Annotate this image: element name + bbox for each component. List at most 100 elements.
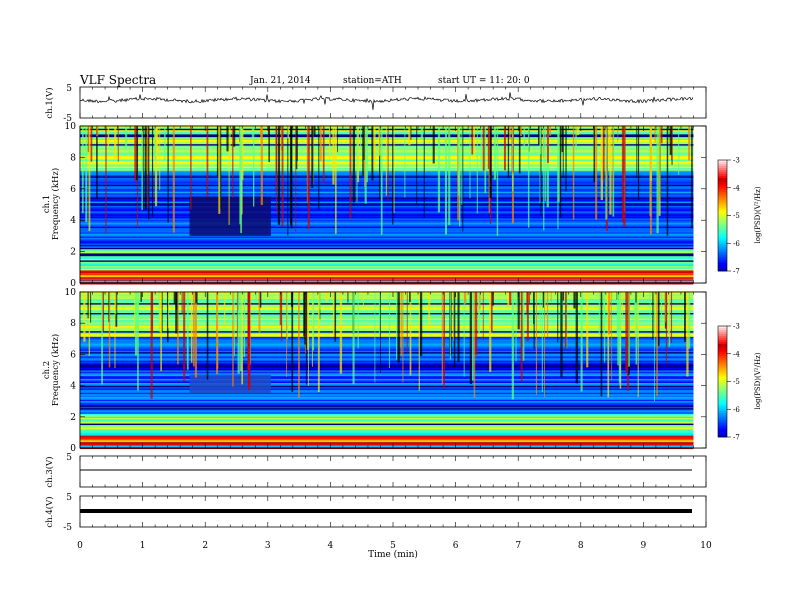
sferic-streak (650, 126, 652, 181)
frequency-row (80, 398, 694, 401)
frequency-row (80, 406, 694, 409)
time-tick-label: 0 (77, 541, 83, 551)
sferic-streak (277, 126, 281, 225)
sferic-streak (511, 292, 514, 400)
frequency-row (80, 307, 694, 310)
frequency-row (80, 352, 694, 354)
sferic-streak (190, 126, 192, 210)
frequency-row (80, 271, 694, 274)
frequency-row (80, 441, 694, 444)
sferic-streak (507, 292, 510, 307)
sferic-streak (206, 292, 209, 380)
ch1-colorbar-ticks: -3 -4 -5 -6 -7 (727, 157, 740, 276)
frequency-row (80, 429, 694, 431)
frequency-row (80, 349, 694, 352)
frequency-row (80, 433, 694, 436)
sferic-streak (137, 292, 139, 391)
colorbar-step (718, 194, 727, 197)
freq-tick-label: 0 (70, 444, 76, 454)
sferic-streak (195, 292, 198, 304)
colorbar-tick-label: -3 (733, 157, 740, 165)
sferic-streak (396, 292, 398, 360)
colorbar-step (718, 256, 727, 260)
frequency-row (80, 235, 694, 237)
frequency-row (80, 300, 694, 303)
sferic-streak (334, 292, 337, 342)
colorbar-step (718, 218, 727, 221)
sferic-streak (87, 292, 89, 319)
sferic-streak (379, 292, 381, 373)
sferic-streak (667, 292, 670, 334)
frequency-row (80, 388, 694, 391)
sferic-streak (458, 126, 460, 196)
frequency-row (80, 256, 694, 258)
frequency-row (80, 329, 694, 332)
colorbar-tick-label: -7 (733, 434, 740, 442)
sferic-streak (175, 292, 178, 334)
sferic-streak (637, 292, 639, 397)
frequency-row (80, 387, 694, 389)
ch3-waveform-ylabel: ch.3(V) (44, 456, 55, 487)
sferic-streak (509, 126, 511, 139)
sferic-streak (507, 126, 510, 179)
sferic-streak (607, 292, 611, 335)
colorbar-step (718, 174, 727, 177)
frequency-row (80, 221, 694, 223)
frequency-row (80, 427, 694, 430)
colorbar-step (718, 196, 727, 199)
sferic-streak (280, 292, 283, 342)
sferic-streak (332, 126, 335, 185)
sferic-streak (409, 126, 412, 140)
frequency-row (80, 408, 694, 410)
sferic-streak (82, 126, 84, 214)
sferic-streak (286, 292, 288, 377)
frequency-row (80, 415, 694, 417)
ch2-colorbar-label: log(PSD)(V²/Hz) (754, 352, 762, 409)
frequency-row (80, 292, 694, 294)
sferic-streak (134, 126, 137, 181)
sferic-streak (665, 292, 668, 364)
frequency-row (80, 198, 694, 201)
sferic-streak (259, 292, 262, 308)
sferic-streak (155, 126, 159, 153)
sferic-streak (88, 126, 91, 232)
colorbar-step (718, 162, 727, 165)
low-power-block (189, 196, 271, 236)
sferic-streak (518, 126, 521, 174)
colorbar-step (718, 338, 727, 341)
sferic-streak (621, 126, 624, 223)
sferic-streak (603, 292, 605, 336)
freq-tick-label: 10 (65, 288, 77, 298)
sferic-streak (192, 292, 195, 367)
colorbar-step (718, 216, 727, 219)
colorbar-tick-label: -5 (733, 378, 740, 386)
colorbar-step (718, 244, 727, 248)
colorbar-step (718, 356, 727, 359)
colorbar-step (718, 188, 727, 191)
sferic-streak (233, 292, 235, 357)
frequency-row (80, 399, 694, 402)
sferic-streak (296, 126, 298, 162)
sferic-streak (688, 126, 690, 161)
frequency-row (80, 363, 694, 366)
sferic-streak (374, 292, 376, 383)
sferic-streak (560, 292, 563, 378)
frequency-row (80, 196, 694, 198)
frequency-row (80, 226, 694, 229)
freq-tick-label: 2 (70, 413, 76, 423)
frequency-row (80, 197, 694, 200)
colorbar-step (718, 166, 727, 169)
frequency-row (80, 391, 694, 394)
sferic-streak (479, 292, 481, 310)
sferic-streak (268, 126, 270, 163)
sferic-streak (186, 292, 189, 370)
sferic-streak (654, 292, 657, 335)
sferic-streak (248, 292, 251, 391)
sferic-streak (669, 126, 672, 155)
colorbar-step (718, 250, 727, 254)
ch3-waveform-xticks (79, 456, 707, 487)
ch2-colorbar-ticks: -3 -4 -5 -6 -7 (727, 323, 740, 442)
frequency-row (80, 301, 694, 304)
frequency-row (80, 247, 694, 250)
sferic-streak (154, 126, 156, 161)
